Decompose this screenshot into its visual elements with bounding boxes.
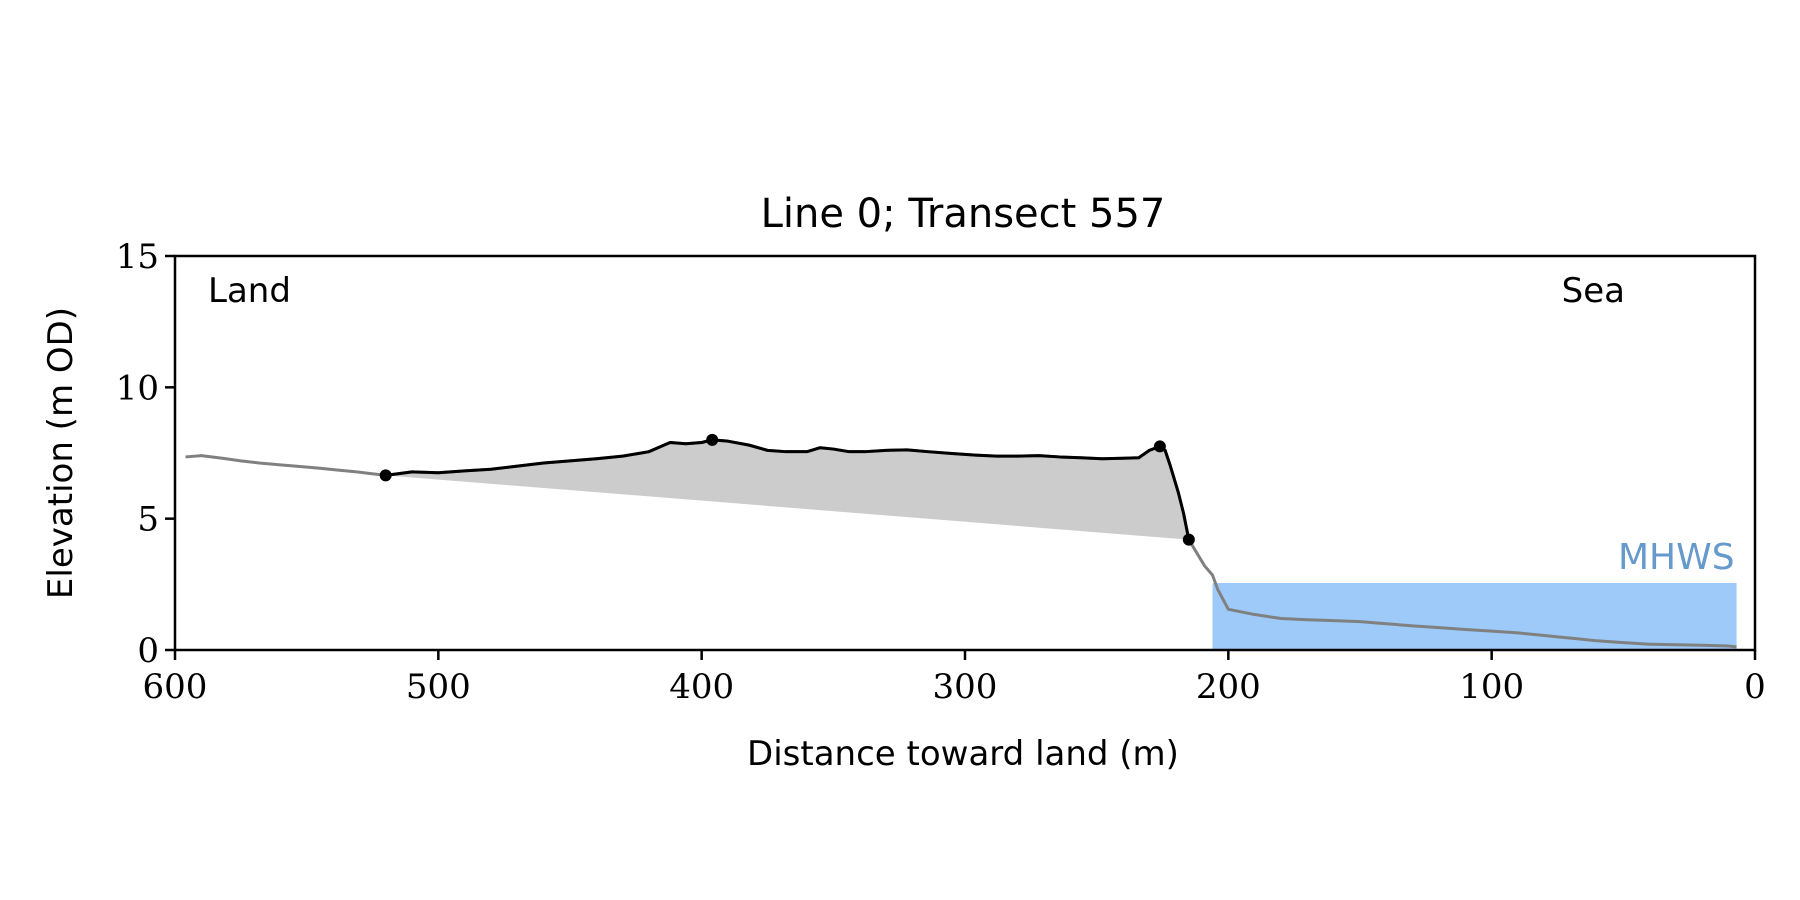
y-axis-ticks: 0 5 10 15 (116, 237, 175, 671)
plot-area: MHWS (185, 433, 1737, 650)
x-axis-label: Distance toward land (m) (747, 734, 1179, 774)
x-tick-label: 400 (669, 667, 734, 707)
mhws-label: MHWS (1618, 537, 1735, 578)
chart-title: Line 0; Transect 557 (761, 191, 1166, 237)
x-axis-ticks: 600 500 400 300 200 100 0 (143, 650, 1766, 707)
x-tick-label: 300 (933, 667, 998, 707)
key-point-1 (706, 433, 719, 446)
y-axis-label: Elevation (m OD) (41, 307, 81, 599)
x-tick-label: 200 (1196, 667, 1261, 707)
y-tick-label: 15 (116, 237, 159, 277)
mhws-band (1212, 583, 1737, 650)
land-annotation: Land (208, 271, 291, 311)
key-point-0 (379, 469, 392, 482)
x-tick-label: 500 (406, 667, 471, 707)
y-tick-label: 5 (137, 500, 159, 540)
sea-annotation: Sea (1562, 271, 1625, 311)
x-tick-label: 0 (1744, 667, 1766, 707)
x-tick-label: 100 (1459, 667, 1524, 707)
y-tick-label: 10 (116, 368, 159, 408)
key-point-3 (1182, 533, 1195, 546)
y-tick-label: 0 (137, 631, 159, 671)
key-point-2 (1153, 440, 1166, 453)
dune-fill (385, 439, 1189, 540)
x-tick-label: 600 (143, 667, 208, 707)
dune-line (385, 438, 1191, 540)
